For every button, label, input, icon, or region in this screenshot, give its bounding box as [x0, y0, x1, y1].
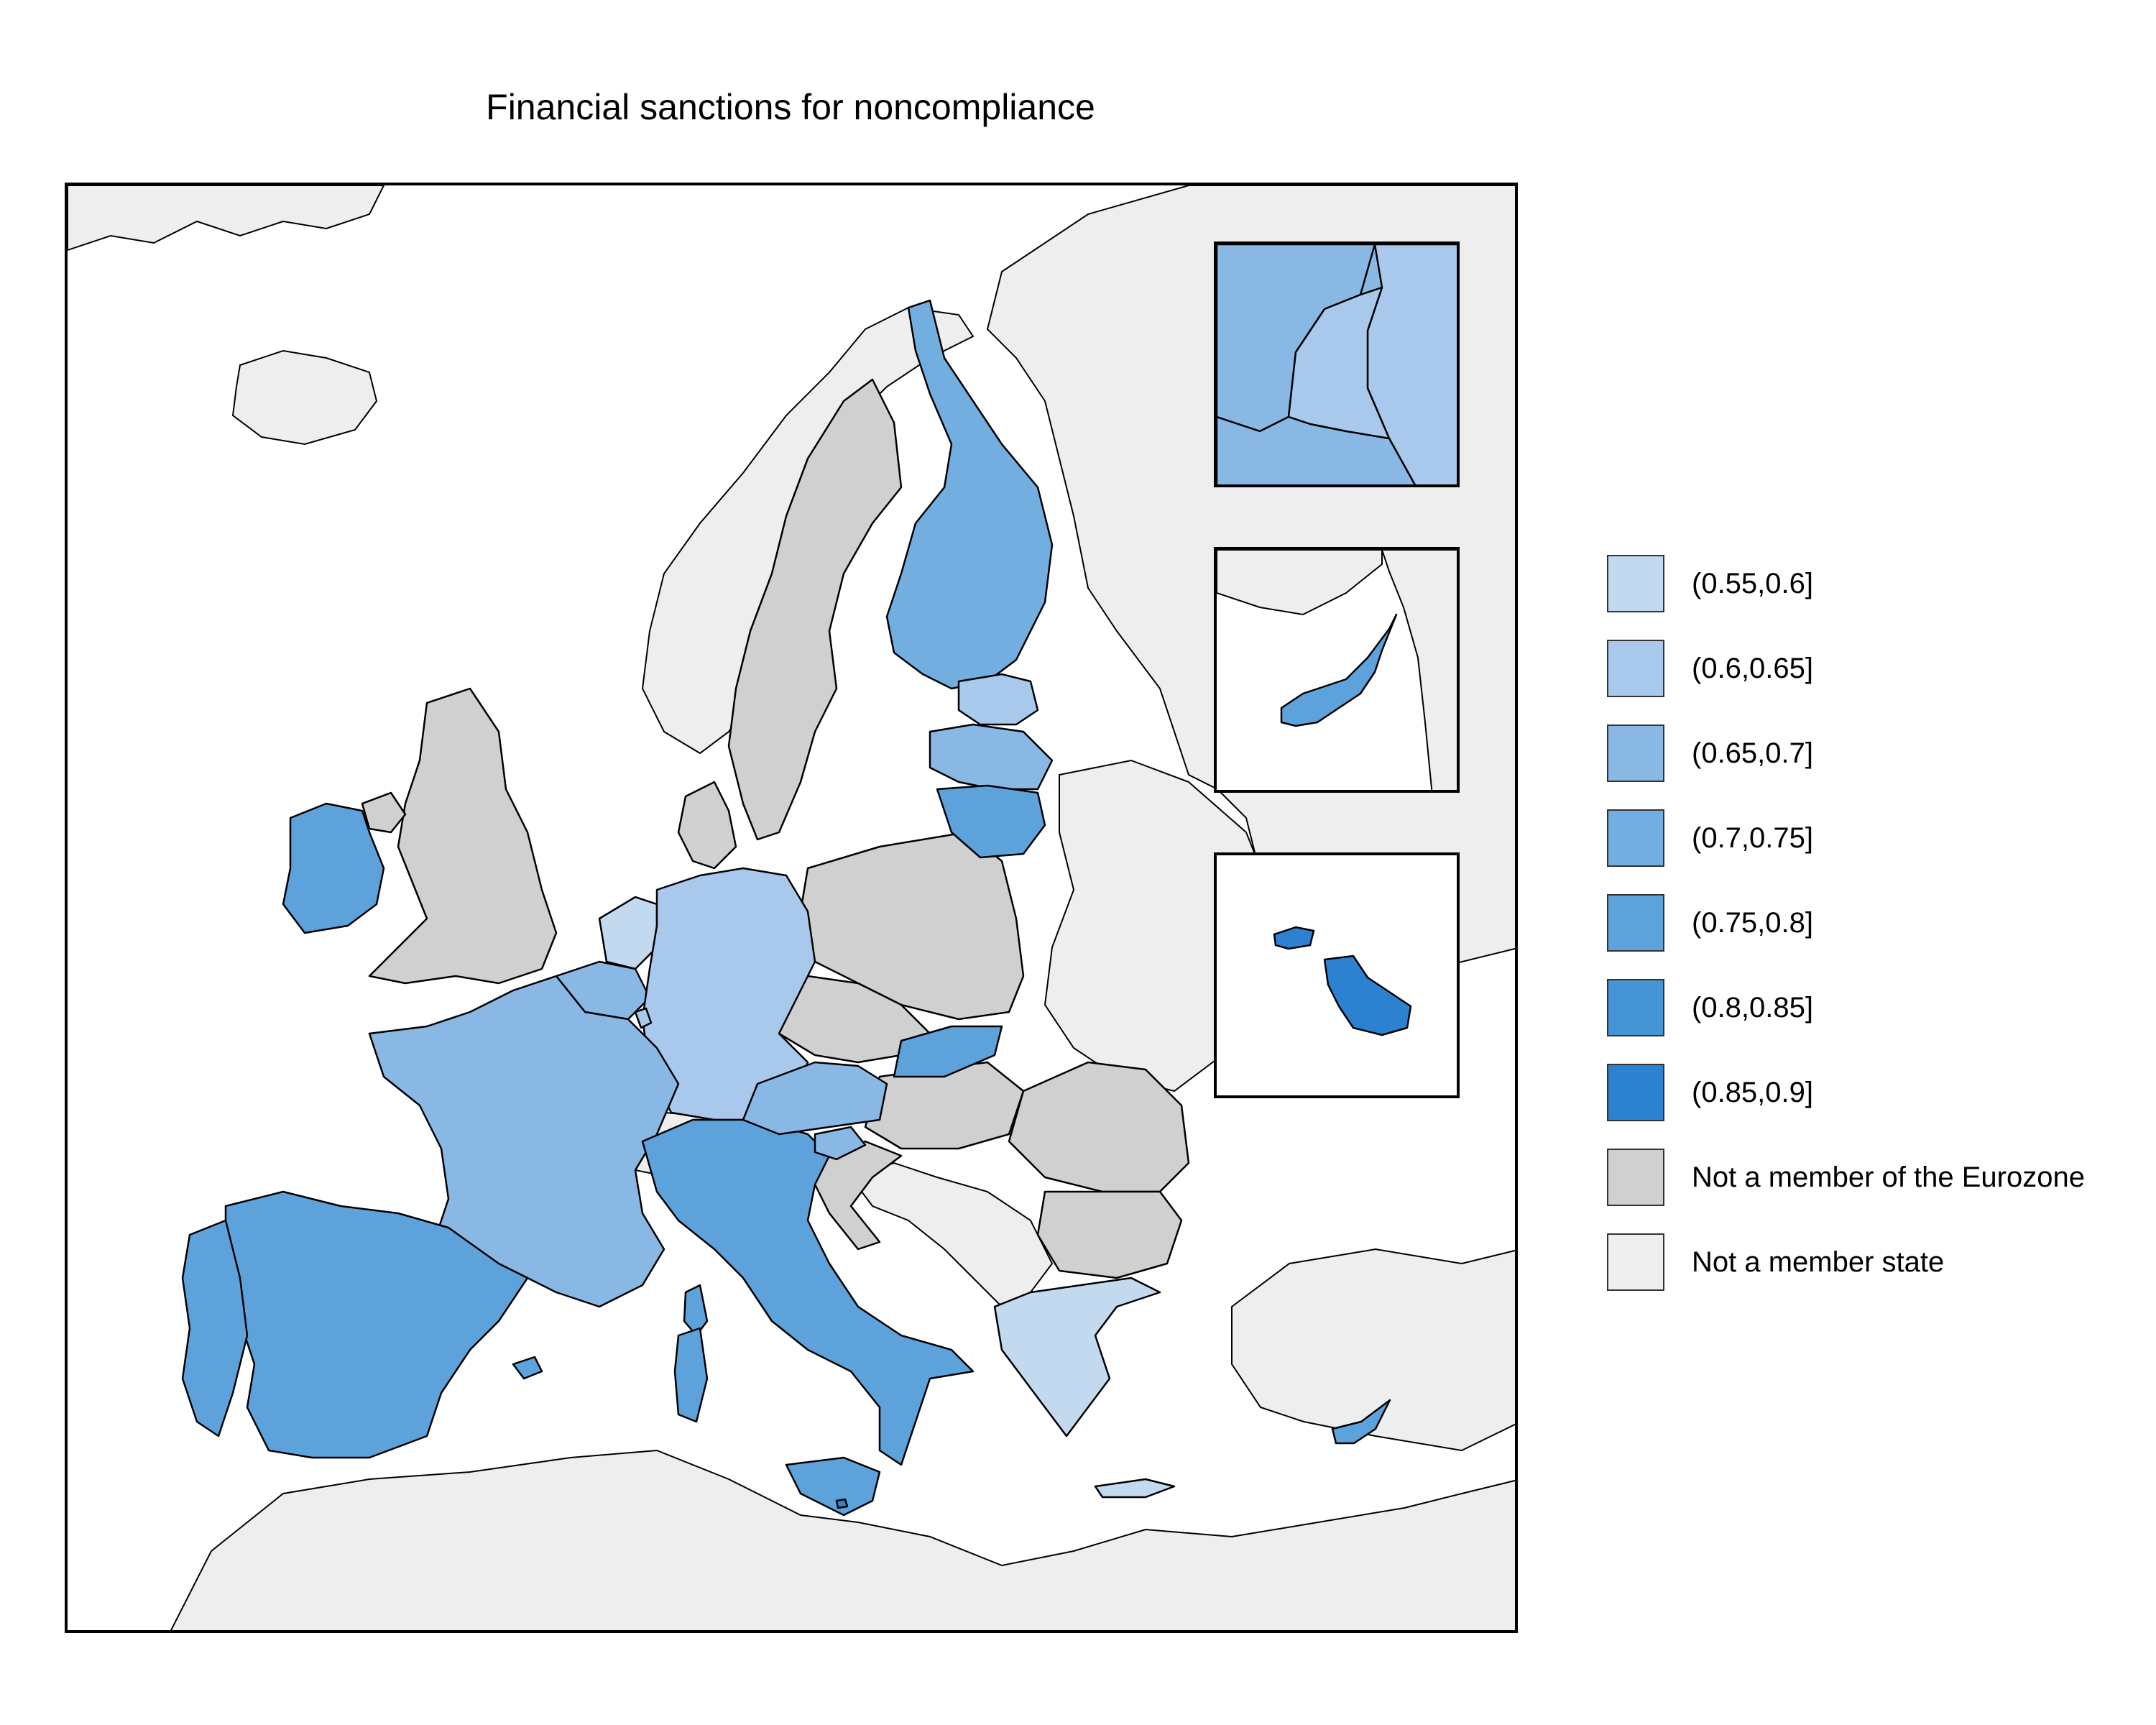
legend-item: Not a member state — [1607, 1233, 2110, 1292]
legend-swatch — [1607, 894, 1664, 952]
region-crete[interactable] — [1094, 1478, 1176, 1499]
region-norway — [641, 306, 975, 755]
inset-luxembourg — [1214, 242, 1460, 487]
region-northern-ireland[interactable] — [361, 791, 407, 834]
legend-label: Not a member of the Eurozone — [1692, 1162, 2085, 1193]
legend-label: (0.65,0.7] — [1692, 737, 1814, 769]
legend-swatch — [1607, 1064, 1664, 1121]
inset-cyprus — [1214, 547, 1460, 793]
legend-item: (0.6,0.65] — [1607, 640, 2110, 699]
region-cyprus-inset[interactable] — [1280, 613, 1398, 727]
region-slovakia[interactable] — [893, 1025, 1003, 1078]
region-gozo-inset[interactable] — [1273, 926, 1315, 950]
region-croatia[interactable] — [814, 1140, 903, 1251]
region-denmark[interactable] — [677, 781, 737, 870]
legend-item: (0.8,0.85] — [1607, 979, 2110, 1038]
region-austria[interactable] — [742, 1061, 888, 1136]
region-malta[interactable] — [835, 1498, 849, 1509]
legend-label: (0.75,0.8] — [1692, 907, 1814, 939]
region-united-kingdom[interactable] — [368, 687, 558, 985]
legend-item: (0.7,0.75] — [1607, 809, 2110, 868]
region-turkey — [1231, 1248, 1515, 1452]
region-luxembourg[interactable] — [634, 1007, 653, 1029]
region-netherlands[interactable] — [598, 896, 658, 970]
region-greece[interactable] — [993, 1276, 1161, 1438]
inset-cyprus-svg — [1217, 550, 1457, 790]
inset-malta-svg — [1273, 926, 1412, 1036]
region-estonia[interactable] — [957, 673, 1039, 726]
region-corsica[interactable] — [683, 1284, 709, 1337]
inset-malta — [1214, 852, 1460, 1098]
legend-label: (0.6,0.65] — [1692, 653, 1814, 684]
region-france[interactable] — [368, 975, 680, 1308]
legend-item: (0.65,0.7] — [1607, 724, 2110, 783]
region-latvia[interactable] — [929, 723, 1054, 791]
region-romania[interactable] — [1008, 1061, 1190, 1193]
region-france-inset[interactable] — [1217, 415, 1418, 487]
legend-swatch — [1607, 1233, 1664, 1291]
region-sweden[interactable] — [727, 378, 903, 841]
region-middle-east-inset — [1381, 550, 1457, 790]
legend-swatch — [1607, 979, 1664, 1036]
legend-swatch — [1607, 809, 1664, 867]
region-cyprus[interactable] — [1331, 1399, 1391, 1445]
inset-luxembourg-svg — [1217, 244, 1457, 487]
region-lithuania[interactable] — [936, 784, 1046, 859]
region-balkans — [849, 1162, 1054, 1308]
legend-swatch — [1607, 724, 1664, 782]
legend-item: (0.55,0.6] — [1607, 555, 2110, 614]
region-turkey-inset — [1217, 550, 1383, 616]
legend-swatch — [1607, 1149, 1664, 1206]
map-title: Financial sanctions for noncompliance — [486, 87, 1095, 127]
region-spain[interactable] — [224, 1190, 529, 1459]
legend-swatch — [1607, 555, 1664, 612]
region-ireland[interactable] — [282, 802, 385, 934]
region-balearic[interactable] — [512, 1356, 543, 1380]
region-finland[interactable] — [885, 299, 1054, 690]
legend-label: (0.55,0.6] — [1692, 568, 1814, 599]
region-north-africa — [170, 1449, 1515, 1630]
europe-map-svg — [68, 185, 1515, 1630]
legend-label: Not a member state — [1692, 1246, 1945, 1278]
region-bulgaria[interactable] — [1036, 1190, 1183, 1279]
region-sardinia[interactable] — [673, 1327, 709, 1423]
legend-item: (0.85,0.9] — [1607, 1064, 2110, 1123]
region-portugal[interactable] — [181, 1219, 249, 1438]
region-greenland-east — [68, 185, 385, 252]
legend-label: (0.8,0.85] — [1692, 992, 1814, 1024]
region-sicily[interactable] — [785, 1456, 881, 1517]
legend-item: Not a member of the Eurozone — [1607, 1149, 2110, 1208]
legend-item: (0.75,0.8] — [1607, 894, 2110, 953]
legend-swatch — [1607, 640, 1664, 697]
region-iceland — [231, 349, 378, 446]
region-slovenia[interactable] — [814, 1126, 867, 1161]
legend-label: (0.85,0.9] — [1692, 1077, 1814, 1108]
region-malta-inset[interactable] — [1323, 954, 1412, 1036]
legend-label: (0.7,0.75] — [1692, 822, 1814, 854]
